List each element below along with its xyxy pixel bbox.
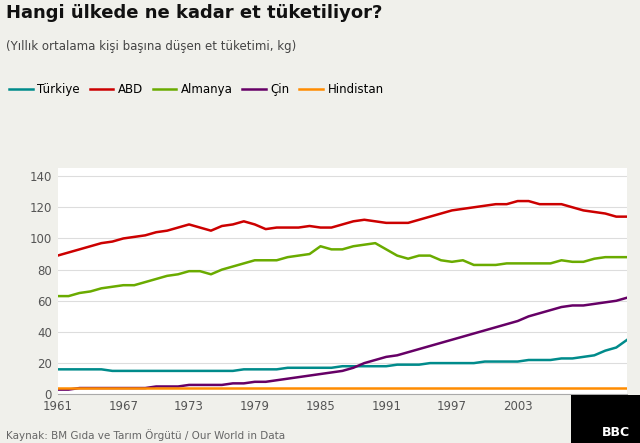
Almanya	[207, 272, 215, 277]
Almanya	[54, 293, 61, 299]
Legend: Türkiye, ABD, Almanya, Çin, Hindistan: Türkiye, ABD, Almanya, Çin, Hindistan	[9, 83, 383, 97]
Türkiye	[394, 362, 401, 367]
Hindistan	[207, 385, 215, 391]
Çin	[415, 346, 423, 352]
Line: Çin: Çin	[58, 298, 627, 389]
Hindistan	[623, 385, 631, 391]
Almanya	[404, 256, 412, 261]
Almanya	[426, 253, 434, 258]
Çin	[557, 304, 565, 310]
Hindistan	[54, 385, 61, 391]
Line: Almanya: Almanya	[58, 243, 627, 296]
Text: BBC: BBC	[602, 427, 630, 439]
Çin	[382, 354, 390, 360]
Text: (Yıllık ortalama kişi başına düşen et tüketimi, kg): (Yıllık ortalama kişi başına düşen et tü…	[6, 40, 297, 53]
Text: Kaynak: BM Gıda ve Tarım Örgütü / Our World in Data: Kaynak: BM Gıda ve Tarım Örgütü / Our Wo…	[6, 429, 285, 441]
Almanya	[394, 253, 401, 258]
ABD	[623, 214, 631, 219]
ABD	[54, 253, 61, 258]
Line: ABD: ABD	[58, 201, 627, 256]
Türkiye	[218, 368, 226, 373]
ABD	[415, 217, 423, 222]
Türkiye	[568, 356, 576, 361]
ABD	[394, 220, 401, 225]
Türkiye	[426, 361, 434, 366]
Text: Hangi ülkede ne kadar et tüketiliyor?: Hangi ülkede ne kadar et tüketiliyor?	[6, 4, 383, 23]
Hindistan	[382, 385, 390, 391]
Hindistan	[394, 385, 401, 391]
Hindistan	[415, 385, 423, 391]
Almanya	[623, 254, 631, 260]
Çin	[492, 325, 500, 330]
ABD	[382, 220, 390, 225]
Hindistan	[492, 385, 500, 391]
Almanya	[503, 261, 511, 266]
Çin	[207, 382, 215, 388]
ABD	[207, 228, 215, 233]
Almanya	[371, 241, 379, 246]
Almanya	[568, 259, 576, 264]
Türkiye	[404, 362, 412, 367]
Çin	[394, 353, 401, 358]
Çin	[54, 387, 61, 392]
ABD	[492, 202, 500, 207]
Türkiye	[54, 367, 61, 372]
Line: Türkiye: Türkiye	[58, 340, 627, 371]
ABD	[514, 198, 522, 204]
Çin	[623, 295, 631, 300]
Türkiye	[109, 368, 116, 373]
Türkiye	[503, 359, 511, 364]
ABD	[568, 205, 576, 210]
Türkiye	[623, 337, 631, 342]
Hindistan	[557, 385, 565, 391]
